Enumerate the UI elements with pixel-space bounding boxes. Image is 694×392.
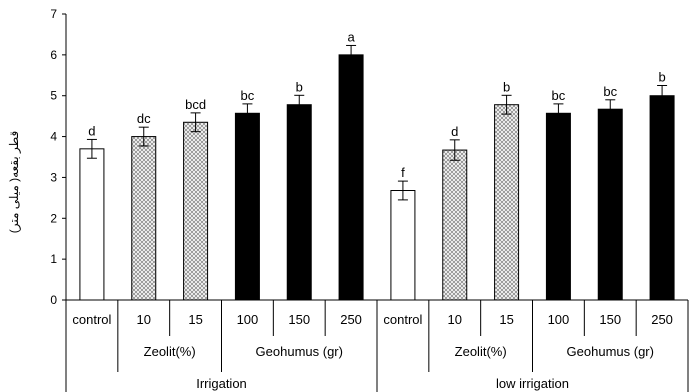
subgroup-label: Geohumus (gr)	[567, 344, 654, 359]
significance-label: a	[347, 29, 355, 44]
significance-label: bcd	[185, 97, 206, 112]
x-tick-label: 150	[288, 312, 310, 327]
bar	[442, 149, 468, 301]
bar	[494, 104, 520, 301]
bar	[79, 148, 105, 301]
bar	[286, 104, 312, 301]
bar	[545, 112, 571, 301]
x-tick-label: control	[383, 312, 422, 327]
x-axis: control 10 15 100 150 250 control 10 15 100 150 250…	[65, 299, 689, 392]
y-tick-label: 7	[50, 7, 57, 21]
significance-label: b	[503, 79, 510, 94]
y-tick-label: 3	[50, 170, 57, 184]
significance-label: b	[296, 79, 303, 94]
y-tick-label: 5	[50, 89, 57, 103]
significance-label: bc	[241, 88, 255, 103]
x-tick-label: 15	[499, 312, 513, 327]
x-tick-label: 10	[137, 312, 151, 327]
x-tick-label: 250	[651, 312, 673, 327]
y-tick-label: 2	[50, 211, 57, 225]
significance-label: bc	[603, 84, 617, 99]
x-tick-label: 150	[599, 312, 621, 327]
significance-label: d	[451, 124, 458, 139]
bars: d dc bcd bc b a f d b bc bc b	[79, 29, 675, 301]
subgroup-label: Zeolit(%)	[455, 344, 507, 359]
y-axis: 0 1 2 3 4 5 6 7	[50, 7, 67, 307]
bar	[183, 121, 209, 301]
y-tick-label: 6	[50, 48, 57, 62]
x-tick-label: 10	[448, 312, 462, 327]
significance-label: f	[401, 165, 405, 180]
y-tick-label: 1	[50, 252, 57, 266]
x-tick-label: 250	[340, 312, 362, 327]
bar	[649, 95, 675, 301]
significance-label: dc	[137, 111, 151, 126]
y-tick-label: 4	[50, 130, 57, 144]
x-tick-label: control	[72, 312, 111, 327]
bar	[390, 190, 416, 301]
group-label: Irrigation	[196, 376, 247, 391]
bar	[597, 108, 623, 301]
bar	[234, 112, 260, 301]
significance-label: bc	[552, 88, 566, 103]
bar	[338, 54, 364, 301]
bar	[131, 136, 157, 301]
y-axis-label: قطر بقعه( میلی متر)	[7, 131, 21, 234]
y-tick-label: 0	[50, 293, 57, 307]
subgroup-label: Geohumus (gr)	[256, 344, 343, 359]
group-label: low irrigation	[496, 376, 569, 391]
subgroup-label: Zeolit(%)	[144, 344, 196, 359]
x-tick-label: 100	[548, 312, 570, 327]
x-tick-label: 100	[237, 312, 259, 327]
significance-label: b	[658, 70, 665, 85]
significance-label: d	[88, 123, 95, 138]
x-tick-label: 15	[188, 312, 202, 327]
